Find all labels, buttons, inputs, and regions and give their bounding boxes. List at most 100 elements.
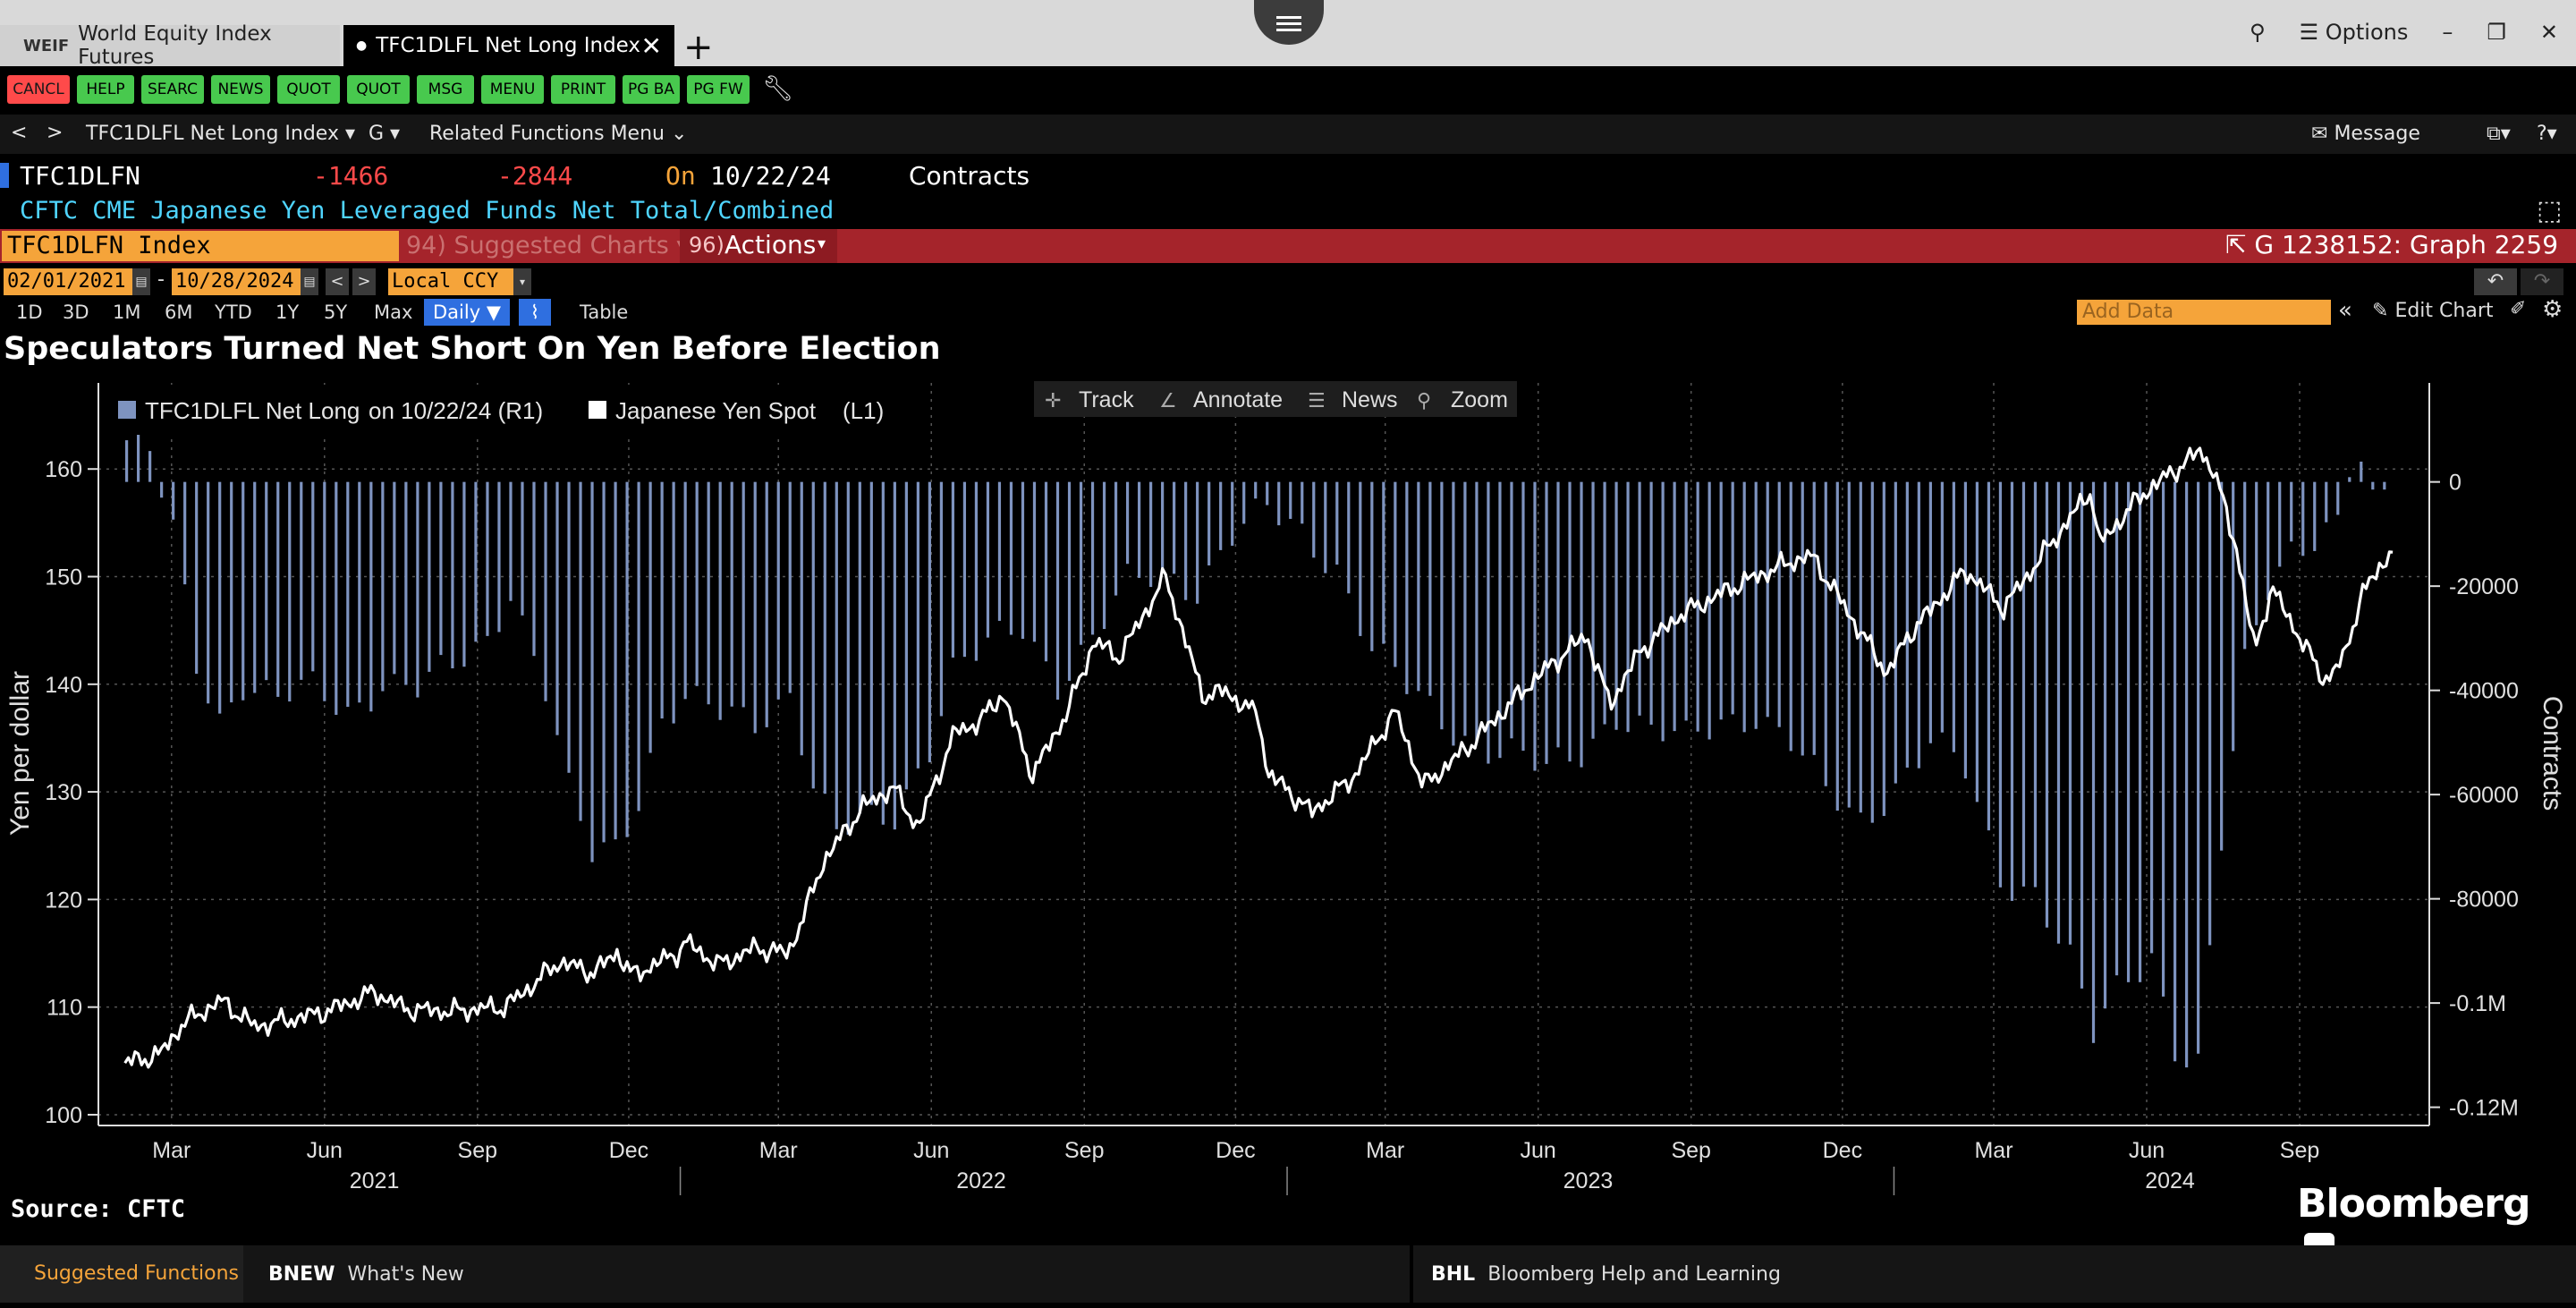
currency-dropdown[interactable]: Local CCY xyxy=(388,268,513,295)
range-1m[interactable]: 1M xyxy=(113,302,141,323)
help-key[interactable]: HELP xyxy=(77,75,134,104)
layout-icon[interactable]: ⧉▾ xyxy=(2487,123,2511,145)
forward-icon[interactable]: > xyxy=(47,122,64,144)
tab-status-icon: ● xyxy=(356,38,368,53)
tab-active-chart[interactable]: ● TFC1DLFL Net Long Index ✕ xyxy=(343,25,674,66)
close-tab-icon[interactable]: ✕ xyxy=(640,30,662,61)
table-button[interactable]: Table xyxy=(580,302,629,323)
minimize-icon[interactable]: – xyxy=(2442,20,2453,45)
chevron-down-icon[interactable]: ▾ xyxy=(513,268,531,295)
range-ytd[interactable]: YTD xyxy=(215,302,252,323)
command-input[interactable]: TFC1DLFN Index xyxy=(2,231,399,261)
quote-key-2[interactable]: QUOT xyxy=(347,75,410,104)
net-long-bar xyxy=(637,481,640,811)
period-dropdown[interactable]: Daily ▼ xyxy=(424,299,510,326)
left-axis-title: Yen per dollar xyxy=(5,671,35,836)
x-tick-label: Mar xyxy=(1974,1138,2012,1163)
net-long-bar xyxy=(335,481,338,715)
prev-period-icon[interactable]: < xyxy=(326,268,349,295)
suggested-charts-button[interactable]: 94) Suggested Charts ▾ xyxy=(406,232,690,259)
annotate-button[interactable]: Annotate xyxy=(1193,387,1283,412)
back-icon[interactable]: < xyxy=(11,122,28,144)
net-long-bar xyxy=(1452,481,1455,746)
edit-chart-button[interactable]: ✎ Edit Chart xyxy=(2372,300,2494,322)
suggested-functions-button[interactable]: Suggested Functions xyxy=(0,1245,243,1303)
net-long-bar xyxy=(358,481,361,703)
start-calendar-icon[interactable]: ▤ xyxy=(132,268,150,295)
close-window-icon[interactable]: ✕ xyxy=(2539,20,2558,45)
gear-icon[interactable]: ⚙ xyxy=(2542,296,2563,323)
news-button[interactable]: News xyxy=(1342,387,1398,412)
print-key[interactable]: PRINT xyxy=(551,75,615,104)
net-long-bar xyxy=(2138,481,2142,982)
pencil-icon[interactable]: ✐ xyxy=(2510,298,2527,320)
next-period-icon[interactable]: > xyxy=(352,268,376,295)
range-5y[interactable]: 5Y xyxy=(324,302,348,323)
end-calendar-icon[interactable]: ▤ xyxy=(301,268,318,295)
actions-button[interactable]: 96) Actions ▾ xyxy=(680,229,837,263)
menu-key[interactable]: MENU xyxy=(481,75,544,104)
undo-icon[interactable]: ↶ xyxy=(2474,268,2517,295)
net-long-bar xyxy=(2220,481,2224,851)
net-long-bar xyxy=(2161,481,2165,997)
net-long-bar xyxy=(997,481,1002,621)
msg-key[interactable]: MSG xyxy=(417,75,474,104)
drag-handle-icon[interactable] xyxy=(1254,0,1324,45)
bnew-link[interactable]: BNEW What's New xyxy=(268,1263,464,1286)
net-long-bar xyxy=(1580,481,1583,768)
security-dropdown[interactable]: TFC1DLFL Net Long Index ▾ xyxy=(86,123,356,145)
net-long-bar xyxy=(1044,481,1048,662)
range-6m[interactable]: 6M xyxy=(165,302,193,323)
wrench-icon[interactable]: 🔧︎ xyxy=(762,73,794,103)
help-icon[interactable]: ?▾ xyxy=(2537,123,2557,145)
related-functions-menu[interactable]: Related Functions Menu ⌄ xyxy=(429,123,688,145)
x-tick-label: Dec xyxy=(1216,1138,1255,1163)
range-1d[interactable]: 1D xyxy=(16,302,43,323)
end-date-input[interactable]: 10/28/2024 xyxy=(172,268,301,295)
tab-label: TFC1DLFL Net Long Index xyxy=(376,34,641,57)
new-tab-icon[interactable]: + xyxy=(683,27,714,68)
quote-key[interactable]: QUOT xyxy=(277,75,340,104)
user-icon[interactable]: ⚲ xyxy=(2250,20,2266,45)
zoom-button[interactable]: Zoom xyxy=(1451,387,1508,412)
net-long-bar xyxy=(416,481,419,698)
options-button[interactable]: ☰ Options xyxy=(2299,20,2409,45)
range-1y[interactable]: 1Y xyxy=(275,302,300,323)
tab-weif[interactable]: WEIF World Equity Index Futures xyxy=(0,22,340,69)
track-button[interactable]: Track xyxy=(1079,387,1134,412)
tab-code: WEIF xyxy=(23,36,70,55)
function-label: G xyxy=(369,123,385,145)
net-long-bar xyxy=(242,481,245,701)
net-long-bar xyxy=(1067,481,1072,681)
net-long-bar xyxy=(648,481,652,753)
net-long-bar xyxy=(881,481,885,825)
graph-id-link[interactable]: ⇱ G 1238152: Graph 2259 xyxy=(2225,230,2559,259)
net-long-bar xyxy=(218,481,222,714)
range-max[interactable]: Max xyxy=(374,302,413,323)
start-date-input[interactable]: 02/01/2021 xyxy=(4,268,132,295)
page-back-key[interactable]: PG BA xyxy=(623,75,680,104)
restore-icon[interactable]: ❐ xyxy=(2487,20,2506,45)
bhl-link[interactable]: BHL Bloomberg Help and Learning xyxy=(1431,1263,1781,1286)
message-button[interactable]: ✉ Message xyxy=(2311,123,2420,145)
value-date: 10/22/24 xyxy=(710,161,831,191)
search-key[interactable]: SEARC xyxy=(141,75,204,104)
page-fwd-key[interactable]: PG FW xyxy=(687,75,750,104)
security-label: TFC1DLFL Net Long Index xyxy=(86,123,339,145)
news-key[interactable]: NEWS xyxy=(211,75,270,104)
collapse-icon[interactable]: « xyxy=(2338,297,2352,324)
net-long-bar xyxy=(1417,481,1420,692)
redo-icon[interactable]: ↷ xyxy=(2521,268,2563,295)
function-dropdown[interactable]: G ▾ xyxy=(369,123,401,145)
chart-type-icon[interactable]: ⌇ xyxy=(519,299,551,326)
add-data-input[interactable]: Add Data xyxy=(2077,300,2331,325)
net-long-bar xyxy=(1673,481,1676,732)
net-long-bar xyxy=(555,481,559,735)
net-long-bar xyxy=(148,451,152,482)
cancel-key[interactable]: CANCL xyxy=(7,75,70,104)
x-tick-label: Sep xyxy=(1671,1138,1710,1163)
expand-icon[interactable]: ⬚ xyxy=(2537,195,2563,226)
range-3d[interactable]: 3D xyxy=(63,302,89,323)
right-tick-label: -0.1M xyxy=(2449,991,2506,1016)
right-tick-label: -60000 xyxy=(2449,783,2519,808)
